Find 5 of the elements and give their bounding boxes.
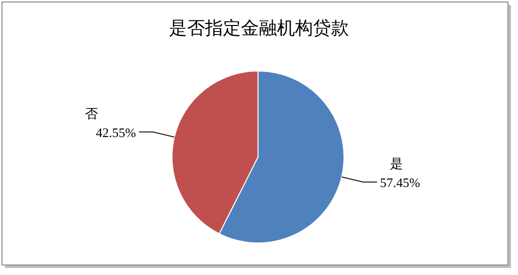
data-label: 42.55%: [96, 124, 136, 140]
data-label: 57.45%: [380, 175, 420, 190]
slice-label: 否: [84, 106, 98, 121]
chart-title: 是否指定金融机构贷款: [169, 18, 349, 38]
slice-label: 是: [390, 156, 404, 172]
